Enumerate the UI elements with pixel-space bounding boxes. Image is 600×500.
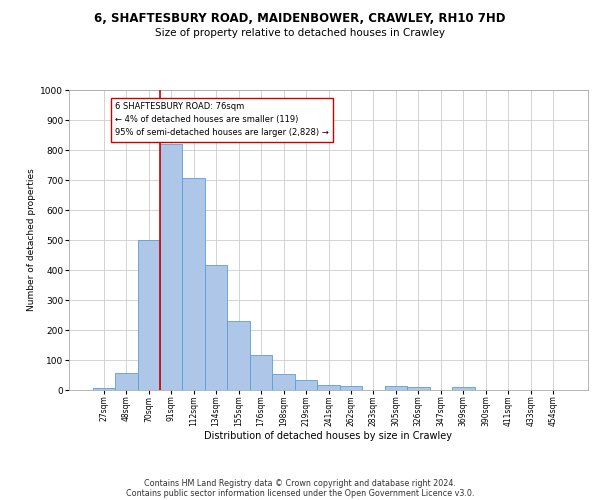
Bar xyxy=(272,374,295,390)
Bar xyxy=(317,385,340,390)
Y-axis label: Number of detached properties: Number of detached properties xyxy=(27,168,36,312)
Bar xyxy=(295,380,317,390)
Bar xyxy=(92,388,115,390)
X-axis label: Distribution of detached houses by size in Crawley: Distribution of detached houses by size … xyxy=(205,430,452,440)
Bar xyxy=(182,178,205,390)
Bar xyxy=(115,373,137,390)
Bar xyxy=(137,240,160,390)
Bar xyxy=(340,386,362,390)
Text: Size of property relative to detached houses in Crawley: Size of property relative to detached ho… xyxy=(155,28,445,38)
Bar xyxy=(250,355,272,390)
Text: 6 SHAFTESBURY ROAD: 76sqm
← 4% of detached houses are smaller (119)
95% of semi-: 6 SHAFTESBURY ROAD: 76sqm ← 4% of detach… xyxy=(115,102,329,138)
Text: Contains public sector information licensed under the Open Government Licence v3: Contains public sector information licen… xyxy=(126,488,474,498)
Bar xyxy=(227,321,250,390)
Bar xyxy=(160,144,182,390)
Bar xyxy=(452,388,475,390)
Text: 6, SHAFTESBURY ROAD, MAIDENBOWER, CRAWLEY, RH10 7HD: 6, SHAFTESBURY ROAD, MAIDENBOWER, CRAWLE… xyxy=(94,12,506,26)
Bar xyxy=(407,388,430,390)
Bar xyxy=(385,386,407,390)
Text: Contains HM Land Registry data © Crown copyright and database right 2024.: Contains HM Land Registry data © Crown c… xyxy=(144,478,456,488)
Bar xyxy=(205,264,227,390)
